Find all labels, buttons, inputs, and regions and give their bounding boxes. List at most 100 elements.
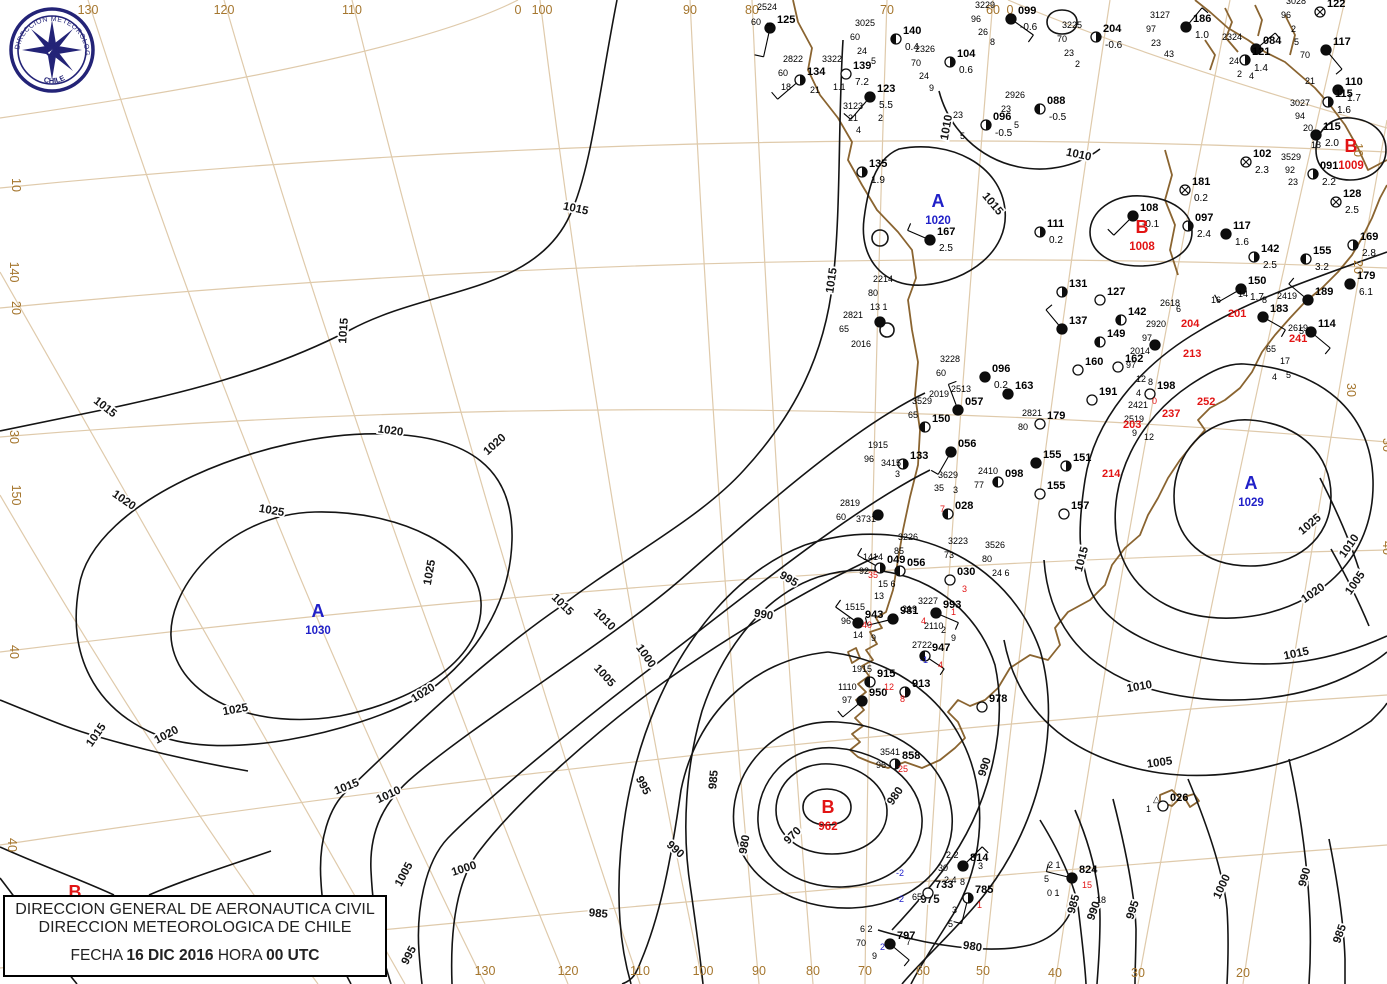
station-pressure-id: 733 — [935, 879, 953, 891]
station-circle-icon — [957, 860, 969, 872]
station-plot: 098 — [992, 468, 1023, 488]
pressure-center-letter: B — [1136, 217, 1149, 237]
half-cover-icon — [986, 120, 991, 130]
isobar-value-label: 1005 — [1343, 569, 1368, 597]
chart-title-box: DIRECCION GENERAL DE AERONAUTICA CIVIL D… — [3, 895, 387, 977]
station-data-value: 97 — [1142, 333, 1152, 343]
station-data-value: 96 — [971, 14, 981, 24]
half-cover-icon — [1040, 227, 1045, 237]
station-circle-icon — [1056, 323, 1068, 335]
station-data-value: 43 — [1164, 49, 1174, 59]
graticule-line — [982, 0, 1111, 984]
station-circle-icon — [1257, 311, 1269, 323]
coastline-segment — [1284, 14, 1296, 56]
station-plot: 084 — [1250, 32, 1282, 55]
station-circle-icon — [1005, 13, 1017, 25]
station-data-value: -2 — [896, 868, 904, 878]
station-data-value: 3027 — [1290, 98, 1310, 108]
isobar — [621, 651, 829, 984]
station-pressure-id: 186 — [1193, 13, 1211, 25]
station-data-value: 2 2 — [946, 850, 959, 860]
station-data-value: 2722 — [912, 640, 932, 650]
station-data-value: 77 — [974, 480, 984, 490]
station-circle-icon — [1302, 294, 1314, 306]
station-data-value: △ — [1153, 794, 1160, 804]
station-plot: 125 — [754, 14, 795, 58]
station-circle-icon — [979, 371, 991, 383]
grid-coordinate-label: 70 — [858, 964, 872, 978]
station-plot: 049 — [857, 547, 905, 574]
station-data-value: 252 — [1197, 396, 1215, 408]
station-data-value: 2 — [1291, 24, 1296, 34]
station-circle-icon — [1305, 326, 1317, 338]
station-circle-icon — [1157, 800, 1169, 812]
station-pressure-id: 198 — [1157, 380, 1175, 392]
graticule-line — [87, 0, 486, 984]
station-pressure-id: 189 — [1315, 286, 1333, 298]
station-plot — [874, 316, 886, 328]
wind-barb-tick — [864, 617, 868, 626]
isobar-value-label: 1010 — [591, 607, 618, 634]
station-temp-value: 2.8 — [1362, 248, 1376, 259]
half-cover-icon — [920, 422, 925, 432]
station-plot: 1110.2 — [1034, 218, 1064, 246]
station-pressure-id: 104 — [957, 48, 976, 60]
grid-coordinate-label: 20 — [1236, 966, 1250, 980]
grid-coordinate-label: 50 — [976, 964, 990, 978]
station-data-value: 24 6 — [992, 568, 1010, 578]
pressure-center-letter: A — [312, 601, 325, 621]
graticule-line — [1054, 0, 1231, 984]
station-data-value: 97 — [1126, 360, 1136, 370]
station-data-value: 2513 — [951, 384, 971, 394]
station-data-value: 60 — [778, 68, 788, 78]
station-plot: 947 — [919, 642, 950, 676]
station-data-value: 3 — [978, 861, 983, 871]
wind-barb-tick — [1214, 294, 1220, 303]
isobar-value-label: 1015 — [1073, 545, 1091, 573]
station-data-value: 35 — [868, 570, 878, 580]
half-cover-icon — [1313, 169, 1318, 179]
station-data-value: 60 — [936, 368, 946, 378]
station-data-value: 60 — [751, 17, 761, 27]
isobar — [877, 898, 1076, 950]
station-data-value: 2326 — [915, 44, 935, 54]
isobar — [618, 544, 806, 984]
station-circle-icon — [872, 509, 884, 521]
station-data-value: 4 — [1249, 71, 1254, 81]
isobar-value-label: 1000 — [450, 859, 478, 878]
grid-coordinate-label: 120 — [214, 3, 235, 17]
isobar-value-label: 1015 — [549, 592, 576, 619]
graticule-line — [689, 0, 760, 984]
station-pressure-id: 135 — [869, 158, 887, 170]
grid-coordinate-label: 40 — [7, 645, 21, 659]
grid-coordinate-label: 110 — [342, 3, 362, 17]
grid-coordinate-label: 20 — [9, 301, 23, 315]
station-data-value: 3025 — [855, 18, 875, 28]
isobar — [1003, 639, 1387, 777]
station-data-value: 2519 — [1124, 414, 1144, 424]
station-temp-value: 2.0 — [1325, 138, 1339, 149]
station-temp-value: 6.1 — [1359, 287, 1373, 298]
station-pressure-id: 121 — [1252, 46, 1270, 58]
station-plot: 204 -0.6 — [1090, 23, 1123, 51]
station-plot: 824 — [1045, 863, 1098, 884]
station-data-value: 3322 — [822, 54, 842, 64]
coastline-segment — [1159, 789, 1181, 807]
wind-barb-tick — [1045, 304, 1053, 311]
wind-barb-tick — [1324, 347, 1331, 355]
station-plot: 981 — [864, 605, 918, 626]
half-cover-icon — [950, 57, 955, 67]
station-pressure-id: 785 — [975, 884, 993, 896]
station-plot: 157 — [1058, 500, 1089, 520]
station-pressure-id: 096 — [993, 111, 1011, 123]
station-pressure-id: 098 — [1005, 468, 1023, 480]
graticule-line — [0, 271, 406, 984]
no-data-cross-icon — [1316, 8, 1324, 16]
isobar-value-label: 995 — [400, 944, 420, 967]
